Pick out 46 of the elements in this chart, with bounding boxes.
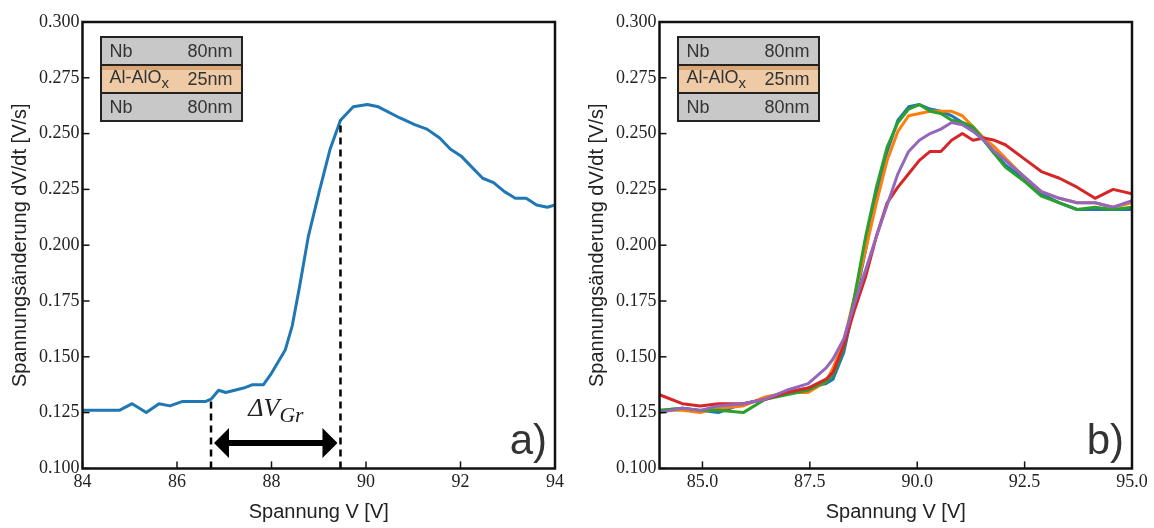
annotation: 80nm: [764, 96, 810, 118]
x-tick-label: 92: [451, 470, 470, 491]
annotation: Al-AlO$_{x}$: [109, 67, 170, 91]
annotation: Al-AlO$_{x}$: [686, 67, 747, 91]
y-tick-label: 0.275: [616, 66, 657, 87]
y-axis-title: Spannungsänderung dV/dt [V/s]: [584, 103, 607, 387]
x-tick-label: 86: [168, 470, 186, 491]
annotation: 80nm: [187, 96, 233, 118]
y-tick-label: 0.100: [616, 457, 657, 478]
x-tick-label: 95.0: [1116, 470, 1148, 491]
y-tick-label: 0.125: [39, 401, 80, 422]
annotation: a): [509, 416, 547, 465]
y-tick-label: 0.300: [39, 10, 80, 31]
annotation: b): [1086, 416, 1124, 465]
x-tick-label: 85.0: [686, 470, 719, 491]
y-axis-title: Spannungsänderung dV/dt [V/s]: [7, 103, 30, 387]
annotation: Nb: [686, 96, 710, 118]
annotation: ΔV$_{Gr}$: [248, 392, 304, 429]
y-tick-label: 0.150: [39, 345, 80, 366]
y-tick-label: 0.225: [39, 178, 80, 199]
x-axis-title: Spannung V [V]: [825, 499, 966, 522]
x-tick-label: 90: [357, 470, 375, 491]
annotation: 80nm: [764, 40, 810, 62]
annotation: Nb: [109, 96, 133, 118]
y-tick-label: 0.225: [616, 178, 657, 199]
x-tick-label: 87.5: [794, 470, 826, 491]
y-tick-label: 0.275: [39, 66, 80, 87]
x-tick-label: 90.0: [901, 470, 933, 491]
annotation: 80nm: [187, 40, 233, 62]
y-tick-label: 0.300: [616, 10, 657, 31]
y-tick-label: 0.200: [616, 233, 657, 254]
x-tick-label: 88: [262, 470, 281, 491]
annotation: 25nm: [764, 68, 810, 90]
annotation: 25nm: [187, 68, 233, 90]
y-tick-label: 0.250: [39, 122, 80, 143]
y-tick-label: 0.175: [616, 289, 657, 310]
y-tick-label: 0.175: [39, 289, 80, 310]
y-tick-label: 0.250: [616, 122, 657, 143]
annotation: Nb: [686, 40, 710, 62]
y-tick-label: 0.150: [616, 345, 657, 366]
y-tick-label: 0.200: [39, 233, 80, 254]
x-axis-title: Spannung V [V]: [248, 499, 389, 522]
annotation: Nb: [109, 40, 133, 62]
x-tick-label: 92.5: [1008, 470, 1041, 491]
y-tick-label: 0.125: [616, 401, 657, 422]
x-tick-label: 94: [546, 470, 564, 491]
